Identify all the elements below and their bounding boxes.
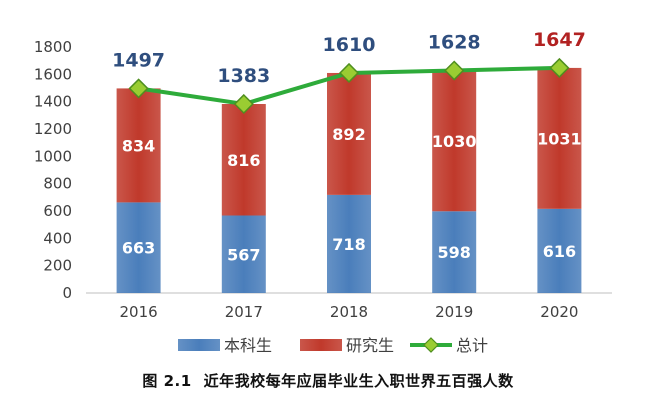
bar-value-label: 1030 [432,132,477,151]
bar-研究生 [116,88,161,203]
x-tick-label: 2017 [225,303,263,321]
total-marker [549,57,570,78]
bar-本科生 [432,211,477,293]
legend-swatch [300,339,342,351]
y-tick-label: 1600 [34,65,72,83]
bar-value-label: 892 [332,125,365,144]
bar-本科生 [327,194,371,293]
data-labels: 663 834 567 816 718 892 598 1030 616 1031 1497 1383… [112,29,586,264]
legend-swatch [178,339,220,351]
total-value-label: 1383 [217,65,270,87]
total-value-label: 1497 [112,49,165,71]
bar-研究生 [221,103,266,216]
legend-label: 研究生 [346,336,394,355]
total-marker [128,78,149,99]
y-tick-label: 1200 [34,120,72,138]
total-value-label: 1647 [533,29,586,51]
legend-label: 本科生 [224,336,272,355]
bar-value-label: 1031 [537,129,582,148]
bar-value-label: 816 [227,151,260,170]
x-tick-label: 2018 [330,303,368,321]
total-marker [444,60,465,81]
total-value-label: 1628 [428,32,481,54]
y-tick-label: 1800 [34,38,72,56]
total-marker [233,93,254,115]
axes: 0 200 400 600 800 1000 1200 1400 1600 1800 2016 201… [34,38,612,321]
y-tick-label: 400 [43,229,72,247]
bar-value-label: 616 [543,242,576,261]
x-tick-label: 2016 [120,303,158,321]
bar-本科生 [221,215,266,293]
y-tick-label: 200 [43,257,72,275]
figure-caption: 图 2.1 近年我校每年应届毕业生入职世界五百强人数 [0,370,668,391]
bar-本科生 [537,208,582,293]
total-value-label: 1610 [323,34,376,56]
bar-本科生 [116,202,161,293]
legend: 本科生 研究生 总计 [178,336,488,355]
x-tick-label: 2019 [435,303,473,321]
y-tick-label: 0 [62,284,72,302]
y-tick-label: 800 [43,175,72,193]
bars [116,67,582,293]
total-line [128,57,570,115]
bar-value-label: 567 [227,245,260,264]
y-tick-label: 1000 [34,147,72,165]
bar-value-label: 718 [332,235,365,254]
total-marker [338,62,360,84]
figure-number: 图 2.1 [142,372,192,390]
figure-title: 近年我校每年应届毕业生入职世界五百强人数 [203,372,514,390]
bar-value-label: 834 [122,136,155,155]
legend-marker [423,337,439,353]
x-tick-label: 2020 [540,303,578,321]
y-tick-label: 600 [43,202,72,220]
y-tick-label: 1400 [34,93,72,111]
bar-value-label: 663 [122,239,155,258]
legend-label: 总计 [456,336,488,355]
bar-研究生 [537,67,582,209]
bar-研究生 [432,70,477,212]
bar-研究生 [327,72,371,195]
bar-value-label: 598 [437,243,470,262]
